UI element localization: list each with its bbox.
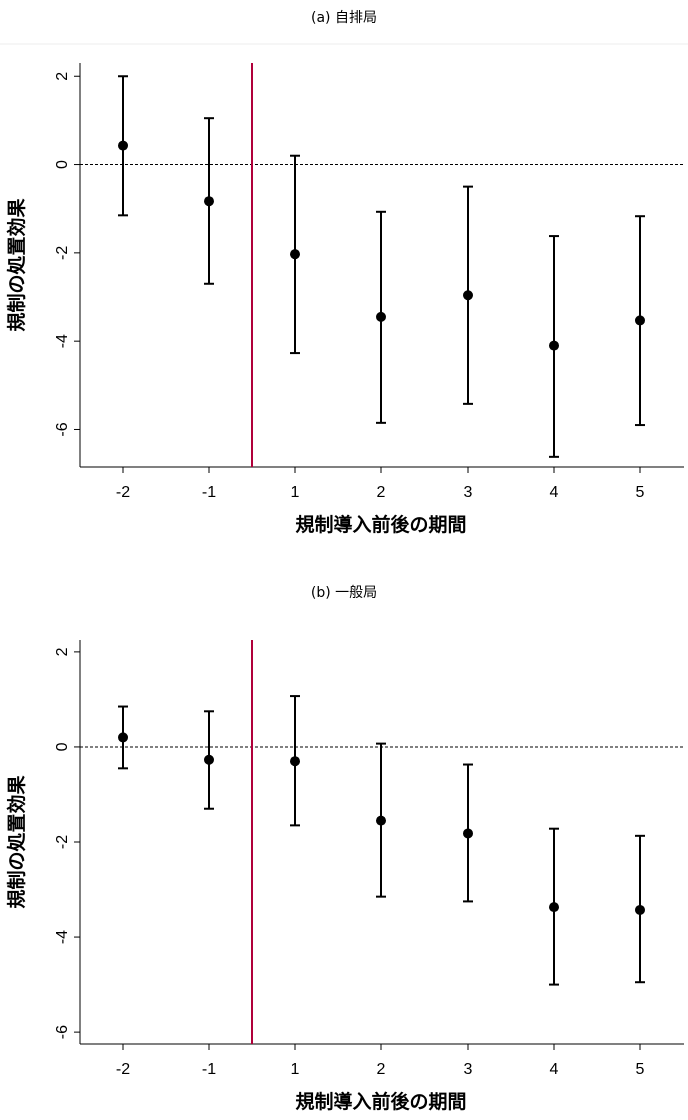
point-estimate [376, 311, 386, 322]
x-tick-label: 5 [636, 1061, 645, 1078]
y-tick-label: -6 [54, 1025, 71, 1039]
x-tick-label: -1 [202, 484, 216, 501]
point-estimate [204, 754, 214, 765]
x-tick-label: 5 [636, 484, 645, 501]
x-tick-label: 3 [464, 1061, 473, 1078]
x-tick-label: 4 [550, 484, 559, 501]
point-estimate [118, 140, 128, 151]
point-estimate [463, 828, 473, 839]
panel-title: (b) 一般局 [311, 585, 377, 601]
point-estimate [635, 904, 645, 915]
x-tick-label: 1 [291, 1061, 300, 1078]
panel-b: (b) 一般局 2 0 -2 -4 -6 -2 -1 1 2 3 4 5 規制導入前後の期間 規制の処置効果 [5, 585, 684, 1113]
x-axis-title: 規制導入前後の期間 [295, 513, 466, 536]
y-tick-label: -2 [54, 835, 71, 849]
point-estimate [204, 196, 214, 207]
y-tick-label: -4 [54, 334, 71, 348]
y-axis-title: 規制の処置効果 [5, 775, 28, 908]
y-axis-title: 規制の処置効果 [5, 198, 28, 331]
x-tick-label: -2 [116, 1061, 130, 1078]
y-tick-label: -6 [54, 422, 71, 436]
x-axis-title: 規制導入前後の期間 [295, 1090, 466, 1113]
x-tick-label: 2 [377, 1061, 386, 1078]
point-estimate [376, 815, 386, 826]
y-tick-label: 2 [54, 647, 71, 656]
y-tick-label: 2 [54, 72, 71, 81]
x-tick-label: 1 [291, 484, 300, 501]
point-estimate [549, 340, 559, 351]
point-estimate [290, 249, 300, 260]
panel-title: (a) 自排局 [311, 10, 377, 26]
point-estimate [290, 756, 300, 767]
y-tick-label: -4 [54, 930, 71, 944]
point-estimate [549, 902, 559, 913]
x-tick-label: 2 [377, 484, 386, 501]
point-estimate [635, 315, 645, 326]
x-tick-label: 3 [464, 484, 473, 501]
point-estimate [118, 732, 128, 743]
panel-a: (a) 自排局 2 0 -2 -4 -6 -2 -1 1 2 3 4 5 規制導入前後の期間 規制の処置効果 [0, 10, 688, 536]
x-tick-label: 4 [550, 1061, 559, 1078]
y-tick-label: 0 [54, 742, 71, 751]
y-tick-label: 0 [54, 160, 71, 169]
y-tick-label: -2 [54, 246, 71, 260]
x-tick-label: -2 [116, 484, 130, 501]
point-estimate [463, 290, 473, 301]
x-tick-label: -1 [202, 1061, 216, 1078]
